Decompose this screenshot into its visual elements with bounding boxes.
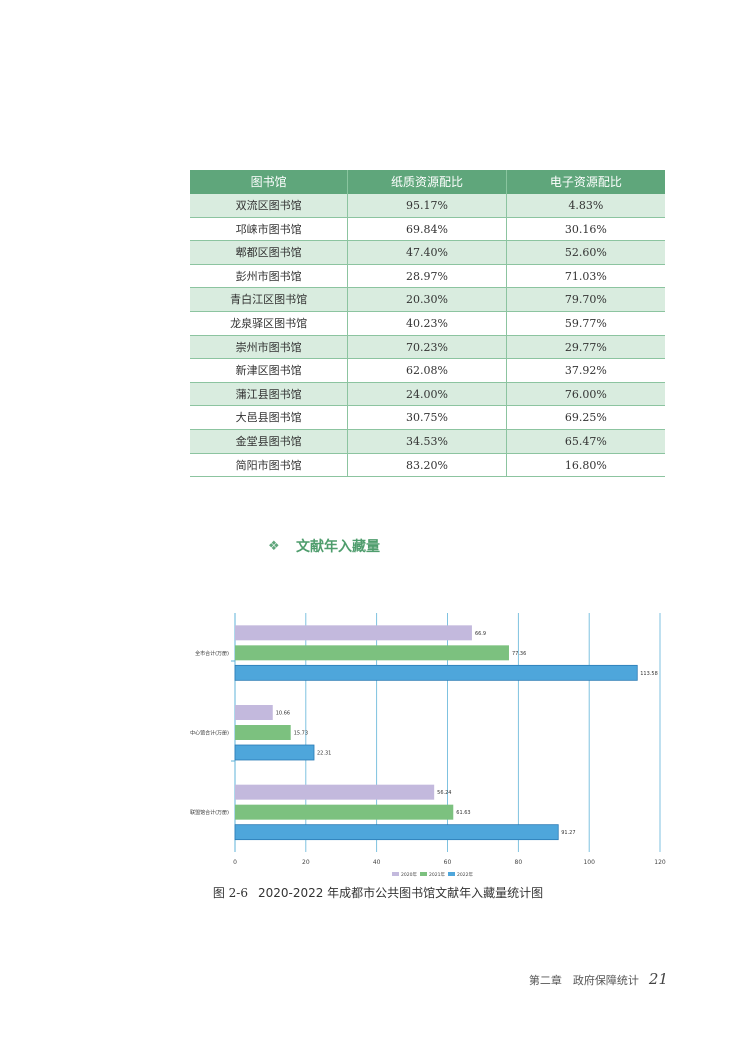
legend-label: 2022年 — [457, 871, 473, 878]
cell-paper-ratio: 20.30% — [348, 288, 507, 311]
cell-library-name: 青白江区图书馆 — [190, 288, 349, 311]
cell-digital-ratio: 69.25% — [564, 411, 607, 425]
figure-caption: 图 2-6 2020-2022 年成都市公共图书馆文献年入藏量统计图 — [0, 884, 756, 901]
table-row: 大邑县图书馆 30.75% 69.25% — [190, 406, 665, 430]
cell-digital-ratio: 30.16% — [564, 222, 607, 236]
column-header-library: 图书馆 — [190, 170, 349, 194]
category-label: 中心馆合计(万册) — [190, 730, 229, 737]
table-row: 彭州市图书馆 28.97% 71.03% — [190, 264, 665, 289]
library-resource-table: 图书馆 纸质资源配比 电子资源配比 双流区图书馆 95.17% 4.83% 邛崃市图书… — [190, 170, 665, 478]
cell-paper-ratio: 47.40% — [348, 241, 507, 264]
table-row: 简阳市图书馆 83.20% 16.80% — [190, 453, 665, 478]
cell-library-name: 邛崃市图书馆 — [190, 217, 349, 241]
bar — [235, 725, 291, 740]
bar — [235, 705, 273, 720]
legend-label: 2020年 — [401, 871, 417, 878]
cell-digital-ratio: 52.60% — [564, 246, 607, 260]
cell-library-name: 大邑县图书馆 — [190, 406, 349, 429]
cell-library-name: 郫都区图书馆 — [190, 241, 349, 264]
cell-digital-ratio: 79.70% — [564, 293, 607, 307]
legend-swatch — [448, 872, 455, 876]
cell-paper-ratio: 28.97% — [348, 264, 507, 288]
table-row: 青白江区图书馆 20.30% 79.70% — [190, 288, 665, 312]
data-label: 15.73 — [294, 731, 308, 737]
x-tick-label: 100 — [583, 859, 595, 866]
legend-label: 2021年 — [429, 871, 445, 878]
bar — [234, 664, 638, 681]
table-row: 金堂县图书馆 34.53% 65.47% — [190, 429, 665, 454]
data-label: 10.66 — [276, 711, 290, 717]
bar — [235, 645, 509, 661]
section-title: 文献年入藏量 — [296, 539, 380, 555]
cell-paper-ratio: 40.23% — [348, 311, 507, 335]
table-row: 双流区图书馆 95.17% 4.83% — [190, 194, 665, 218]
data-label: 56.24 — [437, 790, 451, 796]
table-row: 崇州市图书馆 70.23% 29.77% — [190, 335, 665, 360]
table-header-row: 图书馆 纸质资源配比 电子资源配比 — [190, 170, 665, 194]
cell-digital-ratio: 76.00% — [564, 387, 607, 401]
category-label: 联盟馆合计(万册) — [190, 809, 229, 816]
cell-digital-ratio: 4.83% — [568, 199, 604, 212]
cell-library-name: 双流区图书馆 — [190, 194, 349, 217]
figure-title: 2020-2022 年成都市公共图书馆文献年入藏量统计图 — [257, 886, 544, 900]
chapter-label: 第二章 政府保障统计 — [528, 974, 639, 987]
column-header-digital-ratio: 电子资源配比 — [549, 175, 622, 189]
x-tick-label: 20 — [302, 859, 310, 866]
section-heading: ❖ 文献年入藏量 — [268, 536, 380, 556]
bar — [234, 824, 559, 841]
bar — [235, 625, 472, 641]
table-row: 龙泉驿区图书馆 40.23% 59.77% — [190, 311, 665, 336]
data-label: 91.27 — [561, 830, 575, 836]
legend-swatch — [420, 872, 427, 876]
data-label: 61.63 — [456, 810, 470, 816]
data-label: 77.36 — [512, 651, 526, 657]
column-header-paper-ratio: 纸质资源配比 — [348, 170, 507, 194]
cell-paper-ratio: 24.00% — [348, 382, 507, 406]
legend-swatch — [392, 872, 399, 876]
cell-digital-ratio: 59.77% — [564, 316, 607, 330]
page-number: 21 — [648, 970, 668, 988]
cell-paper-ratio: 30.75% — [348, 406, 507, 429]
x-tick-label: 60 — [444, 859, 452, 866]
cell-paper-ratio: 70.23% — [348, 335, 507, 359]
diamond-bullet-icon: ❖ — [268, 538, 280, 554]
bar — [234, 744, 315, 761]
cell-paper-ratio: 95.17% — [348, 194, 507, 217]
x-tick-label: 80 — [515, 859, 523, 866]
page-footer: 第二章 政府保障统计 21 — [529, 970, 668, 988]
cell-paper-ratio: 34.53% — [348, 429, 507, 453]
cell-paper-ratio: 62.08% — [348, 359, 507, 382]
cell-library-name: 简阳市图书馆 — [190, 453, 349, 477]
cell-paper-ratio: 83.20% — [348, 453, 507, 477]
data-label: 113.58 — [640, 671, 658, 677]
bar — [235, 784, 435, 800]
category-label: 全市合计(万册) — [195, 650, 229, 657]
cell-library-name: 新津区图书馆 — [190, 359, 349, 382]
cell-paper-ratio: 69.84% — [348, 217, 507, 241]
x-tick-label: 0 — [233, 859, 237, 866]
table-row: 蒲江县图书馆 24.00% 76.00% — [190, 382, 665, 407]
data-label: 22.31 — [317, 751, 331, 757]
x-tick-label: 40 — [373, 859, 381, 866]
data-label: 66.9 — [475, 631, 486, 637]
table-row: 邛崃市图书馆 69.84% 30.16% — [190, 217, 665, 242]
cell-library-name: 崇州市图书馆 — [190, 335, 349, 359]
cell-digital-ratio: 65.47% — [564, 434, 607, 448]
collection-bar-chart: 0 20 40 60 80 100 120 全市合计(万册) 66.9 77.36 113.58 中心… — [190, 613, 666, 878]
cell-digital-ratio: 71.03% — [564, 269, 607, 283]
cell-library-name: 金堂县图书馆 — [190, 429, 349, 453]
cell-library-name: 彭州市图书馆 — [190, 264, 349, 288]
x-tick-label: 120 — [654, 859, 666, 866]
cell-digital-ratio: 16.80% — [564, 458, 607, 472]
cell-digital-ratio: 29.77% — [564, 340, 607, 354]
table-row: 郫都区图书馆 47.40% 52.60% — [190, 241, 665, 265]
cell-digital-ratio: 37.92% — [564, 364, 607, 378]
cell-library-name: 蒲江县图书馆 — [190, 382, 349, 406]
cell-library-name: 龙泉驿区图书馆 — [190, 311, 349, 335]
figure-number: 图 2-6 — [212, 886, 248, 900]
table-row: 新津区图书馆 62.08% 37.92% — [190, 359, 665, 383]
bar — [235, 804, 454, 820]
